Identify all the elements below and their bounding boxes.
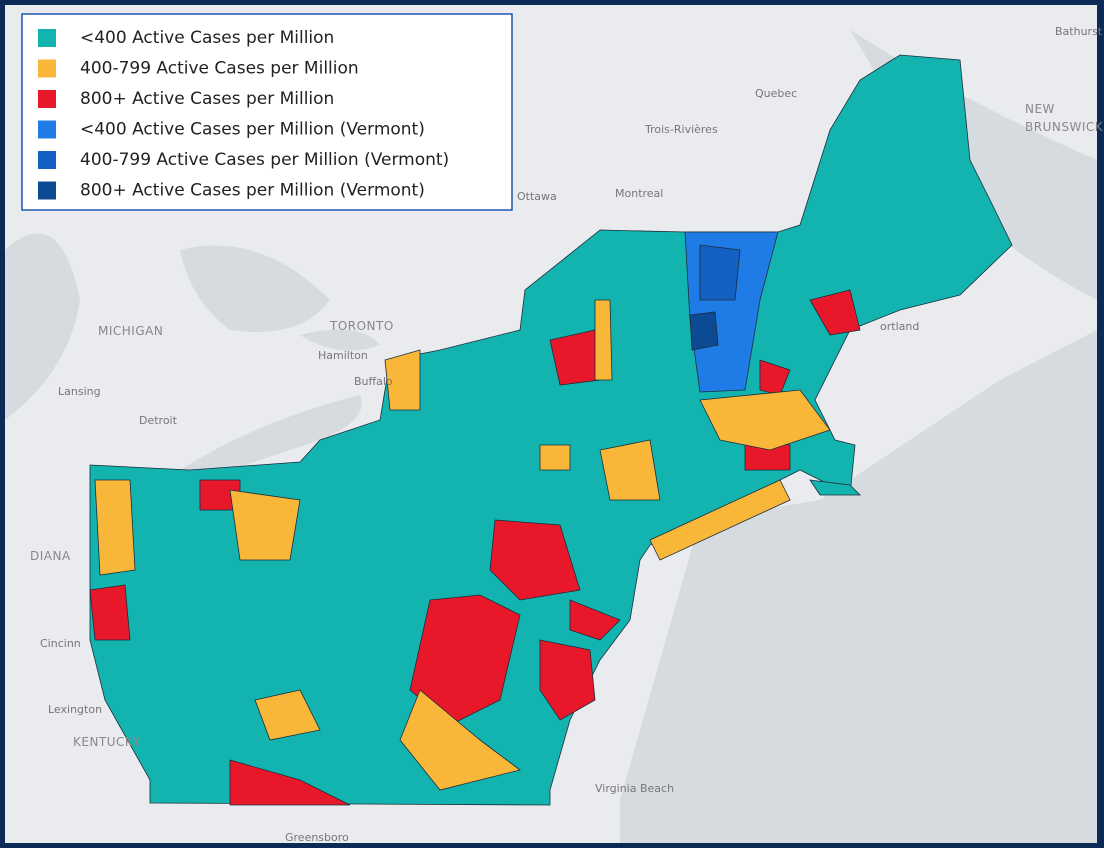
legend-swatch: [38, 29, 56, 47]
region: [229, 489, 301, 561]
legend-swatch: [38, 181, 56, 200]
region: [229, 759, 351, 806]
region: [599, 439, 661, 501]
place-label: NEW: [1025, 102, 1055, 116]
region: [254, 689, 321, 741]
lake: [5, 233, 80, 420]
legend-swatch: [38, 90, 56, 108]
region: [539, 444, 571, 471]
place-label: Quebec: [755, 87, 797, 100]
legend-swatch: [38, 59, 56, 78]
region: [569, 599, 621, 641]
legend-label: 400-799 Active Cases per Million (Vermon…: [80, 150, 449, 170]
region: [699, 389, 831, 451]
place-label: MICHIGAN: [98, 324, 163, 338]
ocean: [620, 330, 1097, 843]
legend-box: [21, 13, 513, 211]
place-label: Hamilton: [318, 349, 368, 362]
place-label: DIANA: [30, 549, 71, 563]
region: [409, 594, 521, 726]
legend-label: 800+ Active Cases per Million (Vermont): [80, 181, 425, 201]
lake: [180, 395, 362, 480]
place-label: Ottawa: [517, 190, 557, 203]
region: [89, 54, 1013, 806]
region: [649, 479, 791, 561]
lake: [180, 245, 330, 332]
region: [539, 639, 596, 721]
region: [489, 519, 581, 601]
region: [384, 349, 421, 411]
region: [399, 689, 521, 791]
place-label: Virginia Beach: [595, 782, 674, 795]
place-label: Trois-Rivières: [644, 123, 718, 136]
legend-label: 800+ Active Cases per Million: [80, 89, 334, 109]
lake: [300, 329, 380, 351]
legend-swatch: [38, 120, 56, 139]
region: [89, 584, 131, 641]
region: [689, 311, 719, 351]
legend-swatch: [38, 151, 56, 169]
region: [94, 479, 136, 576]
place-label: Cincinn: [40, 637, 81, 650]
place-label: TORONTO: [329, 319, 394, 333]
region: [699, 244, 741, 301]
place-label: ortland: [880, 320, 919, 333]
place-label: BRUNSWICK: [1025, 120, 1104, 134]
place-label: Lexington: [48, 703, 102, 716]
region: [809, 289, 861, 336]
legend-label: <400 Active Cases per Million: [80, 28, 334, 48]
place-label: Montreal: [615, 187, 663, 200]
legend-label: 400-799 Active Cases per Million: [80, 59, 359, 79]
place-label: KENTUCKY: [73, 735, 141, 749]
legend-label: <400 Active Cases per Million (Vermont): [80, 120, 425, 140]
place-label: Lansing: [58, 385, 101, 398]
place-label: Detroit: [139, 414, 178, 427]
place-label: Bathurst: [1055, 25, 1103, 38]
region: [594, 299, 613, 381]
place-label: Buffalo: [354, 375, 393, 388]
region: [809, 479, 861, 496]
place-label: Greensboro: [285, 831, 349, 844]
